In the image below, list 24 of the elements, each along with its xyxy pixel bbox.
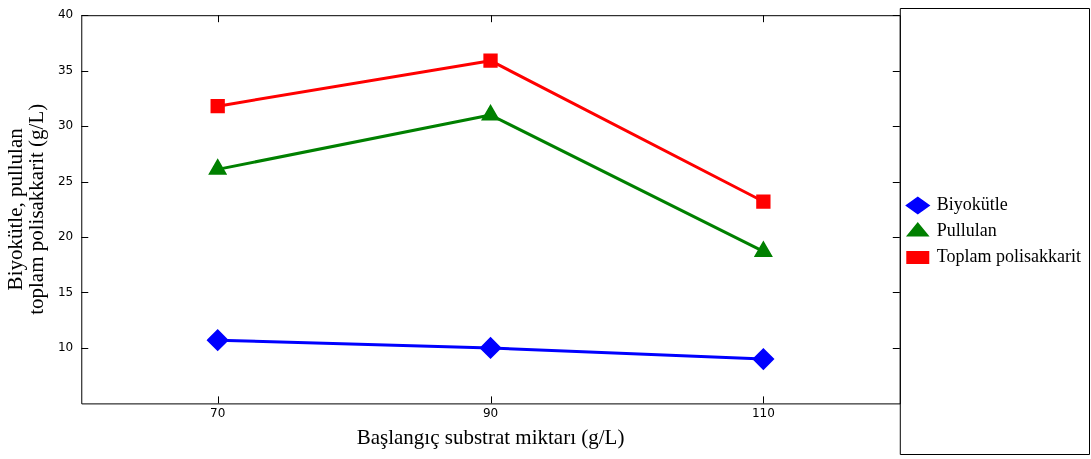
- legend-label: Biyokütle: [936, 194, 1008, 215]
- x-tick-label: 110: [751, 405, 775, 420]
- y-tick-label: 20: [57, 229, 74, 244]
- y-tick-label: 40: [57, 7, 74, 22]
- point: [480, 337, 502, 359]
- point: [209, 159, 227, 175]
- x-axis-title: Başlangıç substrat miktarı (g/L): [356, 424, 625, 449]
- x-tick-label: 90: [482, 405, 499, 420]
- legend-label: Toplam polisakkarit: [936, 246, 1082, 267]
- x-tick-label: 70: [210, 405, 226, 420]
- y-axis-title: Biyokütle, pullulan toplam polisakkarit (g/L): [3, 103, 49, 315]
- y-tick-label: 15: [57, 284, 74, 299]
- y-tick-label: 10: [57, 340, 74, 355]
- point: [210, 98, 225, 114]
- point: [754, 241, 772, 257]
- point: [207, 329, 229, 351]
- y-tick-label: 30: [57, 118, 74, 133]
- point: [483, 53, 498, 68]
- point: [482, 105, 499, 121]
- point: [752, 348, 774, 370]
- point: [756, 194, 771, 209]
- y-tick-label: 25: [57, 173, 74, 188]
- legend-label: Pullulan: [936, 220, 997, 241]
- y-tick-label: 35: [57, 62, 74, 77]
